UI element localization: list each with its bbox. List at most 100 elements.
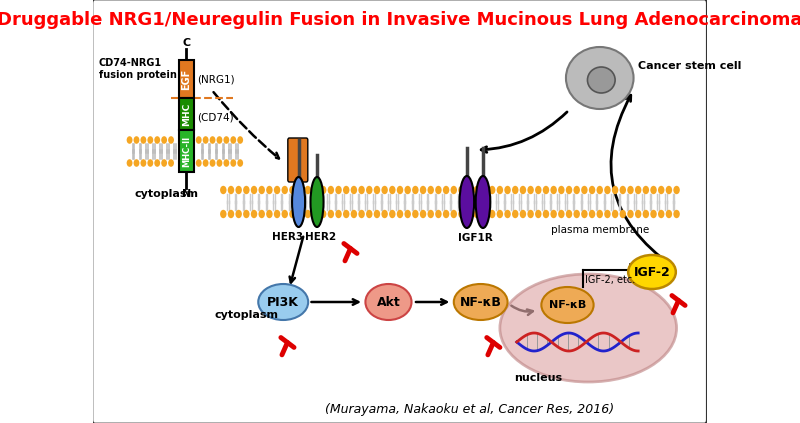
Circle shape <box>350 210 357 218</box>
Circle shape <box>243 210 250 218</box>
Text: Druggable NRG1/Neuregulin Fusion in Invasive Mucinous Lung Adenocarcinoma: Druggable NRG1/Neuregulin Fusion in Inva… <box>0 11 800 29</box>
Circle shape <box>374 210 380 218</box>
Ellipse shape <box>454 284 507 320</box>
Circle shape <box>312 186 318 194</box>
Circle shape <box>335 210 342 218</box>
Circle shape <box>482 186 488 194</box>
Ellipse shape <box>258 284 308 320</box>
Circle shape <box>274 186 280 194</box>
Circle shape <box>382 210 388 218</box>
Text: IGF-2: IGF-2 <box>634 266 670 278</box>
Circle shape <box>220 186 226 194</box>
Circle shape <box>527 186 534 194</box>
Circle shape <box>343 186 350 194</box>
Circle shape <box>147 159 154 167</box>
Circle shape <box>466 186 472 194</box>
Text: nucleus: nucleus <box>514 373 562 383</box>
FancyBboxPatch shape <box>288 138 308 182</box>
Circle shape <box>489 210 495 218</box>
Circle shape <box>458 210 465 218</box>
Circle shape <box>412 210 418 218</box>
Circle shape <box>642 186 649 194</box>
Circle shape <box>450 210 457 218</box>
Circle shape <box>168 136 174 144</box>
Circle shape <box>674 186 680 194</box>
Circle shape <box>512 210 518 218</box>
Circle shape <box>266 186 273 194</box>
Circle shape <box>126 136 133 144</box>
Text: CD74-NRG1
fusion protein: CD74-NRG1 fusion protein <box>99 58 177 80</box>
Circle shape <box>230 136 236 144</box>
Circle shape <box>238 159 243 167</box>
Circle shape <box>512 186 518 194</box>
Circle shape <box>389 186 395 194</box>
Text: Cancer stem cell: Cancer stem cell <box>638 61 742 71</box>
Ellipse shape <box>628 255 676 289</box>
Circle shape <box>412 186 418 194</box>
Text: MHC-II: MHC-II <box>182 135 191 167</box>
Circle shape <box>420 210 426 218</box>
Circle shape <box>250 210 258 218</box>
Circle shape <box>658 210 665 218</box>
Circle shape <box>126 159 133 167</box>
Circle shape <box>162 136 167 144</box>
Circle shape <box>290 210 296 218</box>
Circle shape <box>558 186 565 194</box>
Circle shape <box>474 186 480 194</box>
Circle shape <box>134 136 139 144</box>
Circle shape <box>282 210 288 218</box>
Circle shape <box>405 186 411 194</box>
Text: IGF1R: IGF1R <box>458 233 493 243</box>
Circle shape <box>604 186 610 194</box>
FancyBboxPatch shape <box>178 130 194 172</box>
Circle shape <box>542 186 550 194</box>
Circle shape <box>305 186 311 194</box>
Circle shape <box>320 186 326 194</box>
Text: C: C <box>182 38 190 48</box>
Circle shape <box>358 210 365 218</box>
Circle shape <box>228 210 234 218</box>
Circle shape <box>397 210 403 218</box>
Circle shape <box>282 186 288 194</box>
Text: plasma membrane: plasma membrane <box>550 225 649 235</box>
FancyBboxPatch shape <box>92 0 707 423</box>
Text: Akt: Akt <box>377 296 400 308</box>
Text: PI3K: PI3K <box>267 296 299 308</box>
Circle shape <box>435 210 442 218</box>
Circle shape <box>627 210 634 218</box>
Circle shape <box>489 186 495 194</box>
Circle shape <box>328 210 334 218</box>
Circle shape <box>305 210 311 218</box>
Circle shape <box>196 159 202 167</box>
Circle shape <box>223 159 230 167</box>
Circle shape <box>238 136 243 144</box>
Circle shape <box>141 159 146 167</box>
Circle shape <box>497 186 503 194</box>
Circle shape <box>134 159 139 167</box>
Circle shape <box>168 159 174 167</box>
Circle shape <box>366 210 373 218</box>
Circle shape <box>635 186 642 194</box>
Circle shape <box>230 159 236 167</box>
Circle shape <box>482 210 488 218</box>
Circle shape <box>266 210 273 218</box>
Ellipse shape <box>542 287 594 323</box>
Circle shape <box>550 186 557 194</box>
Circle shape <box>535 210 542 218</box>
Circle shape <box>535 186 542 194</box>
Circle shape <box>612 186 618 194</box>
Circle shape <box>627 186 634 194</box>
FancyBboxPatch shape <box>178 98 194 130</box>
Circle shape <box>243 186 250 194</box>
Circle shape <box>589 186 595 194</box>
Circle shape <box>558 210 565 218</box>
Circle shape <box>450 186 457 194</box>
Ellipse shape <box>292 177 305 227</box>
Circle shape <box>397 186 403 194</box>
Text: cytoplasm: cytoplasm <box>214 310 278 320</box>
Circle shape <box>504 210 510 218</box>
Text: (Murayama, Nakaoku et al, Cancer Res, 2016): (Murayama, Nakaoku et al, Cancer Res, 20… <box>325 404 614 417</box>
Circle shape <box>427 210 434 218</box>
Circle shape <box>389 210 395 218</box>
Circle shape <box>581 186 588 194</box>
